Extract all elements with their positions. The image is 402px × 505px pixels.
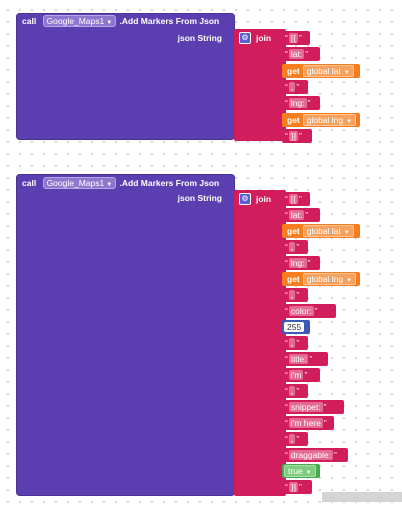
text-value[interactable]: snippet: [288,402,323,412]
text-block[interactable]: “,” [282,288,308,302]
variable-dropdown[interactable]: global lng [306,274,344,284]
get-keyword: get [287,66,300,76]
variable-dropdown[interactable]: global lng [306,115,344,125]
text-value[interactable]: , [288,242,296,252]
text-value[interactable]: , [288,386,296,396]
text-value[interactable]: , [288,290,296,300]
boolean-dropdown[interactable]: true [288,466,303,476]
json-string-param-label: json String [177,193,222,203]
text-value[interactable]: , [288,434,296,444]
text-block[interactable]: “,” [282,336,308,350]
number-value[interactable]: 255 [284,322,305,332]
text-block[interactable]: “i'm” [282,368,320,382]
text-block[interactable]: “}]” [282,129,312,143]
add-markers-call-block-1[interactable] [16,13,235,140]
get-variable-block[interactable]: get global lat ▼ [282,64,360,78]
text-value[interactable]: , [288,338,296,348]
text-value[interactable]: color: [288,306,314,316]
get-variable-block[interactable]: get global lng ▼ [282,272,360,286]
text-value[interactable]: draggable: [288,450,334,460]
get-variable-block[interactable]: get global lng ▼ [282,113,360,127]
text-value[interactable]: lng: [288,98,307,108]
text-value[interactable]: }] [288,131,299,141]
text-value[interactable]: , [288,82,296,92]
text-block[interactable]: “,” [282,240,308,254]
json-string-param-label: json String [177,33,222,43]
text-block[interactable]: “}]” [282,480,312,494]
get-keyword: get [287,115,300,125]
get-keyword: get [287,226,300,236]
text-block[interactable]: “[{” [282,31,310,45]
text-block[interactable]: “[{” [282,192,310,206]
boolean-block[interactable]: true ▼ [282,464,320,478]
gear-icon[interactable]: ⚙ [239,32,251,44]
text-value[interactable]: title: [288,354,309,364]
text-block[interactable]: “snippet:” [282,400,344,414]
text-block[interactable]: “title:” [282,352,328,366]
chevron-down-icon: ▼ [106,20,113,26]
text-block[interactable]: “color:” [282,304,336,318]
text-block[interactable]: “lat:” [282,208,320,222]
chevron-down-icon: ▼ [106,182,113,188]
text-value[interactable]: }] [288,482,299,492]
text-value[interactable]: i'm here [288,418,323,428]
text-value[interactable]: lat: [288,210,305,220]
text-block[interactable]: “lng:” [282,256,320,270]
call-header-2: call Google_Maps1 ▼ .Add Markers From Jso… [22,177,219,189]
call-header-1: call Google_Maps1 ▼ .Add Markers From Jso… [22,15,219,27]
text-block[interactable]: “,” [282,432,308,446]
get-keyword: get [287,274,300,284]
add-markers-call-block-2[interactable] [16,174,235,496]
join-label: join [256,33,272,43]
component-dropdown[interactable]: Google_Maps1 ▼ [42,177,117,189]
call-keyword: call [22,16,37,26]
get-variable-block[interactable]: get global lat ▼ [282,224,360,238]
text-value[interactable]: i'm [288,370,304,380]
component-dropdown[interactable]: Google_Maps1 ▼ [42,15,117,27]
method-name: .Add Markers From Json [119,16,220,26]
text-block[interactable]: “i'm here” [282,416,334,430]
number-block[interactable]: 255 [282,320,310,334]
join-label: join [256,194,272,204]
text-block[interactable]: “lng:” [282,96,320,110]
method-name: .Add Markers From Json [119,178,220,188]
text-value[interactable]: [{ [288,33,299,43]
text-value[interactable]: lat: [288,49,305,59]
text-block[interactable]: “lat:” [282,47,320,61]
join-block-1[interactable] [234,29,286,141]
text-value[interactable]: [{ [288,194,299,204]
variable-dropdown[interactable]: global lat [306,66,341,76]
text-value[interactable]: lng: [288,258,307,268]
variable-dropdown[interactable]: global lat [306,226,341,236]
call-keyword: call [22,178,37,188]
horizontal-scrollbar[interactable] [322,492,402,502]
text-block[interactable]: “,” [282,384,308,398]
text-block[interactable]: “draggable:” [282,448,348,462]
gear-icon[interactable]: ⚙ [239,193,251,205]
join-block-2[interactable] [234,190,286,496]
text-block[interactable]: “,” [282,80,308,94]
